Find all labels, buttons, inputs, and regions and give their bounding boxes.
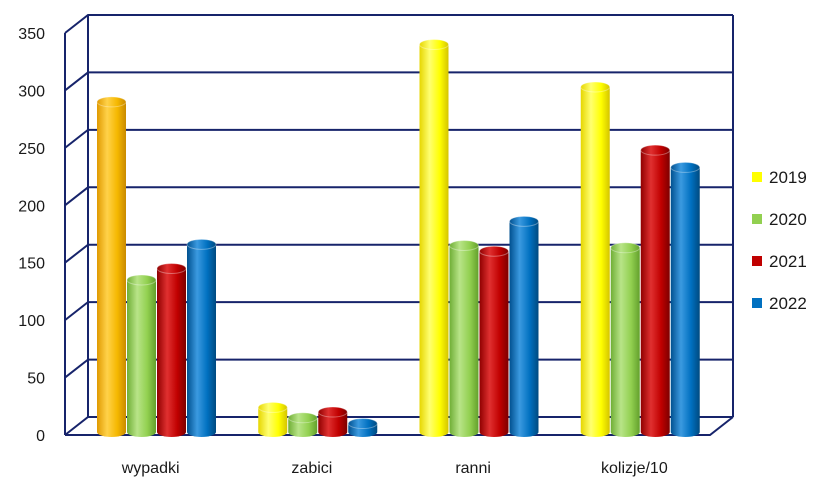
bar-body xyxy=(187,244,216,437)
y-tick-label: 0 xyxy=(36,428,45,445)
bar-body xyxy=(258,407,288,437)
gridline xyxy=(64,128,733,149)
y-tick-label: 300 xyxy=(18,83,45,100)
bar xyxy=(126,274,157,437)
legend-swatch xyxy=(752,214,762,224)
bar xyxy=(156,262,187,437)
bar xyxy=(610,242,641,437)
x-category-label: kolizje/10 xyxy=(601,460,668,477)
bar xyxy=(186,238,217,437)
bar-body xyxy=(419,44,449,437)
x-category-label: zabici xyxy=(291,460,332,477)
bar-top xyxy=(156,262,187,274)
legend-label: 2021 xyxy=(769,252,807,271)
bar-top xyxy=(257,401,288,413)
bar xyxy=(257,401,288,437)
bar xyxy=(287,412,318,437)
bar-top xyxy=(509,215,539,227)
bar xyxy=(640,144,671,437)
y-tick-label: 250 xyxy=(18,141,45,158)
bar-body xyxy=(479,251,509,437)
legend-label: 2022 xyxy=(769,294,807,313)
x-category-label: ranni xyxy=(455,460,491,477)
bar xyxy=(96,96,127,438)
bar-body xyxy=(157,268,186,437)
bar-body xyxy=(97,101,126,438)
bar-body xyxy=(580,86,610,438)
bar-top xyxy=(96,96,127,108)
bar-body xyxy=(670,167,700,437)
gridline xyxy=(64,14,733,34)
legend-label: 2019 xyxy=(769,168,807,187)
bar-top xyxy=(126,274,157,286)
bar-body xyxy=(288,417,318,437)
y-axis: 0 50 100 150 200 250 300 350 xyxy=(18,26,45,445)
bar-top xyxy=(580,81,611,93)
bar-body xyxy=(509,221,539,437)
bar xyxy=(419,38,449,437)
bar xyxy=(347,418,378,437)
bar-body xyxy=(610,247,640,437)
legend-swatch xyxy=(752,172,762,182)
y-tick-label: 200 xyxy=(18,198,45,215)
bar-top xyxy=(610,242,641,254)
bar-top xyxy=(479,245,509,257)
bar-body xyxy=(640,150,670,437)
bar-top xyxy=(670,161,701,173)
bar-body xyxy=(449,245,479,437)
x-category-label: wypadki xyxy=(121,460,180,477)
bar-top xyxy=(347,418,378,430)
legend-swatch xyxy=(752,298,762,308)
y-tick-label: 350 xyxy=(18,26,45,43)
bar xyxy=(670,161,701,437)
bar-top xyxy=(640,144,671,156)
bar-top xyxy=(449,239,479,251)
legend: 2019 2020 2021 2022 xyxy=(752,168,807,313)
bar xyxy=(509,215,539,437)
bar xyxy=(580,81,611,438)
bar-body xyxy=(127,279,156,437)
legend-swatch xyxy=(752,256,762,266)
y-tick-label: 50 xyxy=(27,371,45,388)
x-axis-labels: wypadki zabici ranni kolizje/10 xyxy=(121,460,668,477)
bar-top xyxy=(186,238,217,250)
gridline xyxy=(64,71,733,92)
legend-label: 2020 xyxy=(769,210,807,229)
bar-top xyxy=(317,406,348,418)
bar-top xyxy=(287,412,318,424)
bar-top xyxy=(419,38,449,50)
bar xyxy=(317,406,348,437)
gridline xyxy=(64,186,733,207)
bar-body xyxy=(318,412,348,437)
y-tick-label: 100 xyxy=(18,313,45,330)
bar xyxy=(479,245,509,437)
bars xyxy=(96,38,701,438)
bar xyxy=(449,239,479,437)
y-tick-label: 150 xyxy=(18,256,45,273)
